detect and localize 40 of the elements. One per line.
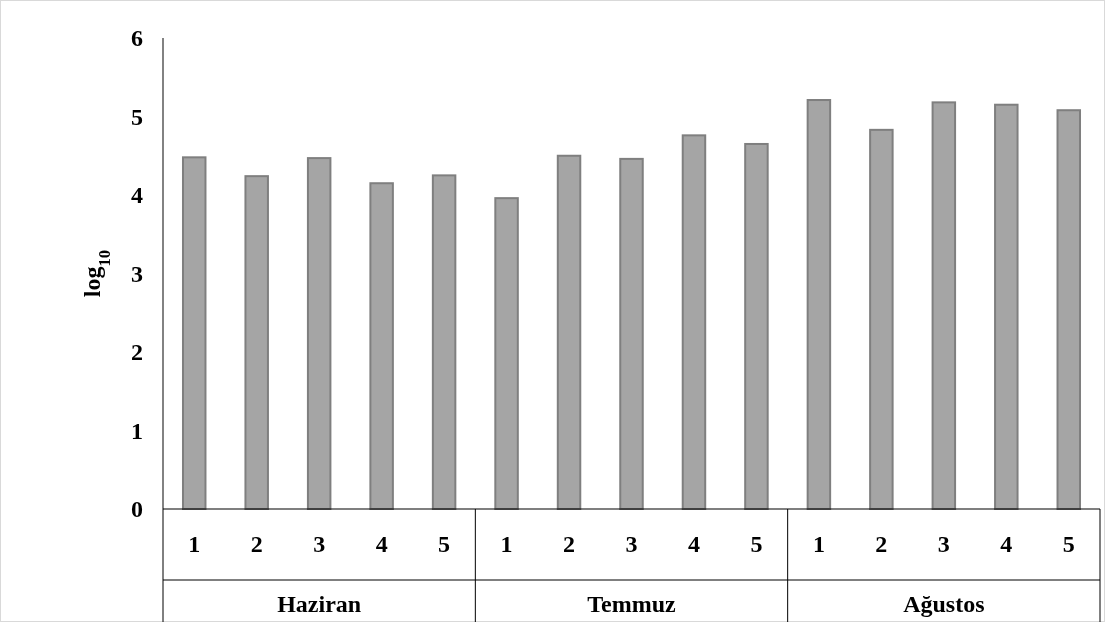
x-tick-label: 4: [687, 531, 700, 557]
bar: [306, 157, 332, 510]
text: Temmuz: [587, 591, 677, 617]
x-tick-label: 2: [563, 531, 576, 557]
bar: [1056, 109, 1082, 510]
y-tick-label: 3: [131, 260, 143, 287]
bar: [869, 128, 894, 510]
text: Haziran: [277, 591, 362, 617]
bar: [431, 174, 457, 510]
bar: [494, 197, 519, 510]
bar: [244, 175, 269, 510]
x-tick-label: 3: [313, 531, 326, 557]
bar: [681, 134, 707, 510]
x-tick-label: 5: [438, 531, 451, 557]
x-tick-label: 3: [625, 531, 638, 557]
bar: [931, 101, 957, 510]
bar: [369, 182, 394, 510]
bar: [556, 154, 582, 510]
bar: [806, 99, 832, 510]
x-tick-label: 4: [375, 531, 388, 557]
x-tick-label: 2: [875, 531, 888, 557]
text: Ağustos: [903, 591, 985, 617]
y-tick-label: 0: [131, 496, 143, 523]
bar: [619, 157, 644, 510]
x-tick-label: 5: [750, 531, 763, 557]
y-tick-label: 2: [131, 339, 143, 366]
bar: [181, 156, 207, 510]
x-tick-label: 2: [250, 531, 263, 557]
x-tick-label: 1: [188, 531, 201, 557]
y-tick-label: 5: [131, 103, 143, 130]
x-tick-label: 4: [1000, 531, 1013, 557]
x-tick-label: 3: [937, 531, 950, 557]
y-tick-label: 4: [131, 182, 143, 209]
x-tick-label: 1: [500, 531, 513, 557]
bar: [744, 142, 769, 510]
y-tick-label: 6: [131, 25, 143, 52]
x-tick-label: 5: [1062, 531, 1075, 557]
y-tick-label: 1: [131, 417, 143, 444]
bar: [994, 103, 1019, 510]
x-tick-label: 1: [812, 531, 825, 557]
